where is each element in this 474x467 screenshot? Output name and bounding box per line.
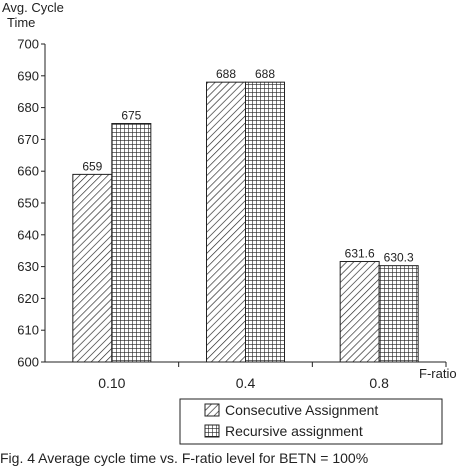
legend-label-consecutive: Consecutive Assignment [225,402,378,418]
y-tick-label: 650 [17,196,39,211]
bar-consecutive-0 [72,173,113,363]
data-label-consecutive-0: 659 [82,159,102,173]
data-label-recursive-0: 675 [121,109,141,123]
x-tick-label: 0.10 [98,375,125,391]
data-label-consecutive-2: 631.6 [345,247,375,261]
y-tick-label: 600 [17,355,39,370]
bar-recursive-1 [245,81,285,363]
bar-recursive-0 [111,123,152,363]
y-axis-label-line-1: Avg. Cycle [2,0,64,15]
y-tick-label: 670 [17,132,39,147]
y-tick-label: 610 [17,323,39,338]
bar-recursive-2 [378,265,419,363]
figure-caption: Fig. 4 Average cycle time vs. F-ratio le… [0,450,368,466]
legend: Consecutive Assignment Recursive assignm… [179,398,443,445]
y-tick-label: 680 [17,100,39,115]
legend-swatch-consecutive [204,403,220,417]
x-tick-label: 0.4 [236,375,256,391]
y-axis-ticks: 600 610 620 630 640 650 660 670 680 690 700 [17,37,45,370]
x-axis-ticks: 0.10 0.4 0.8 [98,362,447,391]
y-tick-label: 690 [17,68,39,83]
bar-consecutive-1 [206,81,246,363]
y-tick-label: 700 [17,37,39,52]
legend-swatch-recursive [204,424,220,438]
y-axis-label-line-2: Time [7,15,35,30]
legend-label-recursive: Recursive assignment [225,423,363,439]
legend-box [179,398,443,445]
data-labels: 659 675 688 688 631.6 630.3 [82,67,414,264]
bars [72,81,419,363]
data-label-consecutive-1: 688 [216,67,236,81]
x-tick-label: 0.8 [369,375,389,391]
bar-consecutive-2 [339,261,380,363]
data-label-recursive-1: 688 [255,67,275,81]
y-tick-label: 660 [17,164,39,179]
x-axis-label: F-ratio [419,366,457,381]
y-tick-label: 620 [17,291,39,306]
y-tick-label: 630 [17,259,39,274]
y-tick-label: 640 [17,227,39,242]
data-label-recursive-2: 630.3 [384,251,414,265]
